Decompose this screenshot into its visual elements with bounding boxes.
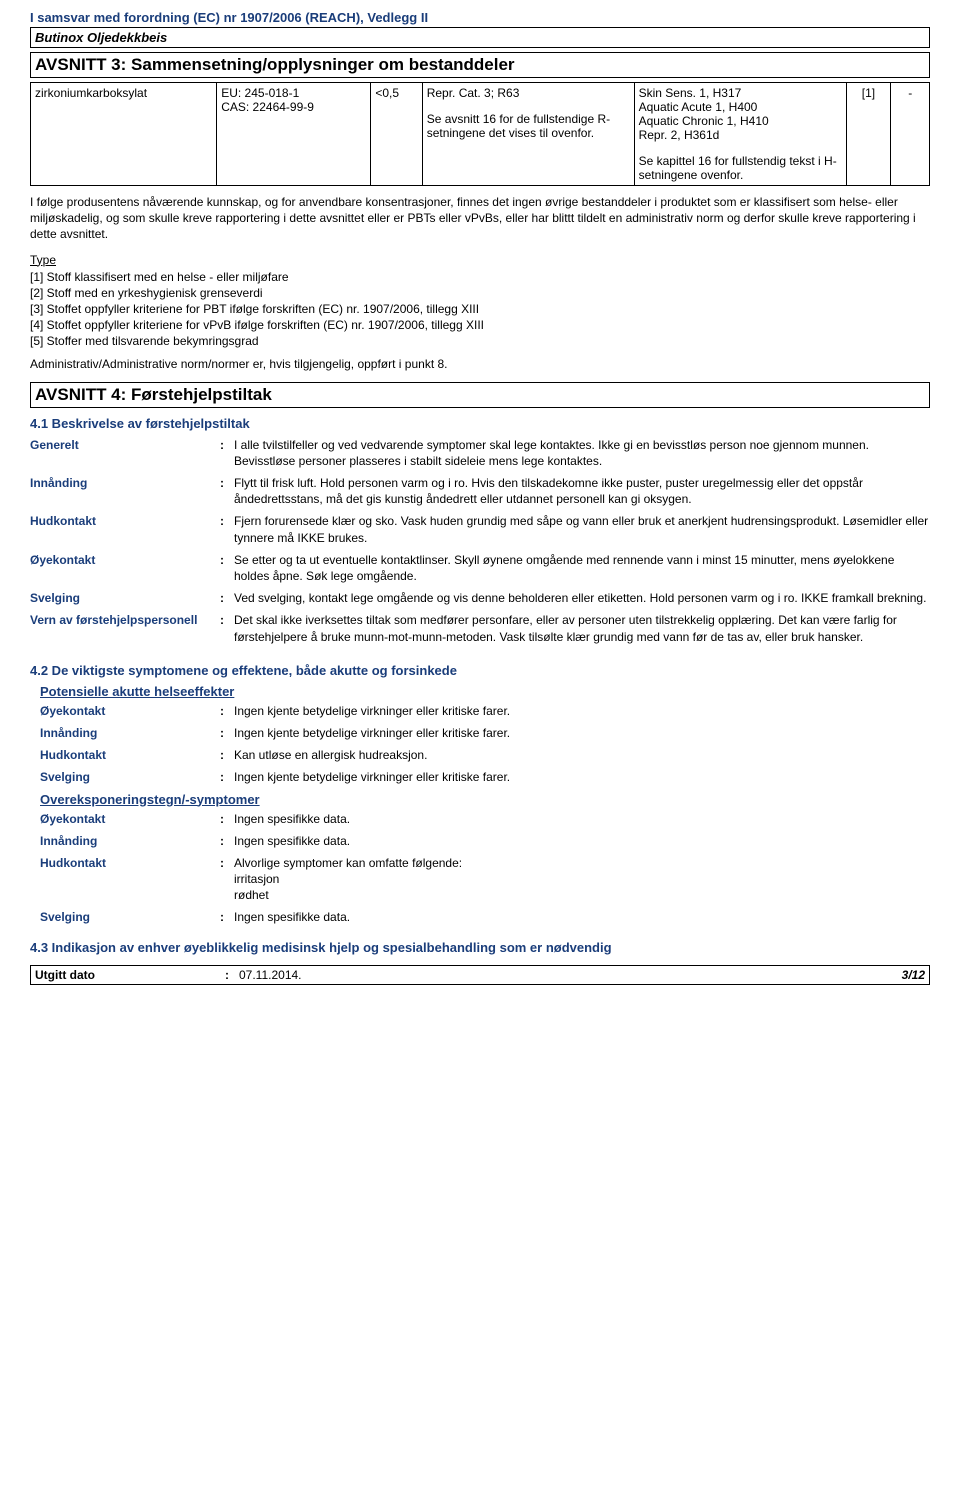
definition-row: Innånding:Ingen kjente betydelige virkni… xyxy=(40,725,930,741)
hazards-text: Skin Sens. 1, H317 Aquatic Acute 1, H400… xyxy=(639,86,842,142)
definition-value: Ingen kjente betydelige virkninger eller… xyxy=(234,725,930,741)
overexposure-label: Overeksponeringstegn/-symptomer xyxy=(40,792,930,807)
footer-page: 3/12 xyxy=(902,968,925,982)
type-list: [1] Stoff klassifisert med en helse - el… xyxy=(30,269,930,350)
footer-date-label: Utgitt dato xyxy=(35,968,225,982)
definition-value: Ingen spesifikke data. xyxy=(234,833,930,849)
list-item: [4] Stoffet oppfyller kriteriene for vPv… xyxy=(30,317,930,333)
subheading-41: 4.1 Beskrivelse av førstehjelpstiltak xyxy=(30,416,930,431)
substance-dash: - xyxy=(891,83,930,186)
definition-colon: : xyxy=(220,703,234,719)
definition-value: Ved svelging, kontakt lege omgående og v… xyxy=(234,590,930,606)
definition-colon: : xyxy=(220,769,234,785)
definition-colon: : xyxy=(220,909,234,925)
footer: Utgitt dato : 07.11.2014. 3/12 xyxy=(30,965,930,985)
definition-label: Generelt xyxy=(30,437,220,469)
definition-row: Øyekontakt:Se etter og ta ut eventuelle … xyxy=(30,552,930,584)
definition-label: Øyekontakt xyxy=(40,703,220,719)
section-3-box: AVSNITT 3: Sammensetning/opplysninger om… xyxy=(30,52,930,78)
definition-value: Ingen kjente betydelige virkninger eller… xyxy=(234,769,930,785)
definition-label: Svelging xyxy=(40,769,220,785)
definition-colon: : xyxy=(220,747,234,763)
definition-row: Vern av førstehjelpspersonell:Det skal i… xyxy=(30,612,930,644)
definition-row: Innånding:Flytt til frisk luft. Hold per… xyxy=(30,475,930,507)
definition-row: Hudkontakt:Fjern forurensede klær og sko… xyxy=(30,513,930,545)
definition-row: Hudkontakt:Alvorlige symptomer kan omfat… xyxy=(40,855,930,904)
repr-note: Se avsnitt 16 for de fullstendige R-setn… xyxy=(427,112,630,140)
definition-label: Innånding xyxy=(40,725,220,741)
footer-date: 07.11.2014. xyxy=(239,968,302,982)
definition-value: Kan utløse en allergisk hudreaksjon. xyxy=(234,747,930,763)
definition-value: Alvorlige symptomer kan omfatte følgende… xyxy=(234,855,930,904)
definition-row: Svelging:Ved svelging, kontakt lege omgå… xyxy=(30,590,930,606)
definition-label: Hudkontakt xyxy=(40,747,220,763)
product-name: Butinox Oljedekkbeis xyxy=(35,30,167,45)
repr-text: Repr. Cat. 3; R63 xyxy=(427,86,520,100)
list-item: [2] Stoff med en yrkeshygienisk grenseve… xyxy=(30,285,930,301)
definition-label: Hudkontakt xyxy=(30,513,220,545)
substance-repr: Repr. Cat. 3; R63 Se avsnitt 16 for de f… xyxy=(422,83,634,186)
definition-row: Hudkontakt:Kan utløse en allergisk hudre… xyxy=(40,747,930,763)
definition-colon: : xyxy=(220,833,234,849)
overexposure-rows: Øyekontakt:Ingen spesifikke data.Innåndi… xyxy=(40,811,930,926)
definition-colon: : xyxy=(220,855,234,904)
definition-value: Flytt til frisk luft. Hold personen varm… xyxy=(234,475,930,507)
section-4-title: AVSNITT 4: Førstehjelpstiltak xyxy=(35,385,925,405)
substance-pct: <0,5 xyxy=(371,83,422,186)
footer-colon: : xyxy=(225,968,239,982)
definition-colon: : xyxy=(220,475,234,507)
definition-row: Svelging:Ingen spesifikke data. xyxy=(40,909,930,925)
table-row: zirkoniumkarboksylat EU: 245-018-1 CAS: … xyxy=(31,83,930,186)
definition-colon: : xyxy=(220,513,234,545)
definition-label: Hudkontakt xyxy=(40,855,220,904)
definition-value: Ingen spesifikke data. xyxy=(234,811,930,827)
definition-colon: : xyxy=(220,612,234,644)
substance-name: zirkoniumkarboksylat xyxy=(31,83,217,186)
definition-value: I alle tvilstilfeller og ved vedvarende … xyxy=(234,437,930,469)
definition-value: Fjern forurensede klær og sko. Vask hude… xyxy=(234,513,930,545)
definition-colon: : xyxy=(220,590,234,606)
definition-row: Øyekontakt:Ingen kjente betydelige virkn… xyxy=(40,703,930,719)
definition-row: Generelt:I alle tvilstilfeller og ved ve… xyxy=(30,437,930,469)
substance-ref: [1] xyxy=(846,83,891,186)
definition-colon: : xyxy=(220,811,234,827)
definition-row: Svelging:Ingen kjente betydelige virknin… xyxy=(40,769,930,785)
hazards-note: Se kapittel 16 for fullstendig tekst i H… xyxy=(639,154,842,182)
definition-label: Innånding xyxy=(30,475,220,507)
admin-note: Administrativ/Administrative norm/normer… xyxy=(30,356,930,372)
definition-colon: : xyxy=(220,725,234,741)
definition-value: Det skal ikke iverksettes tiltak som med… xyxy=(234,612,930,644)
definition-label: Øyekontakt xyxy=(40,811,220,827)
definition-colon: : xyxy=(220,552,234,584)
section-3-paragraph: I følge produsentens nåværende kunnskap,… xyxy=(30,194,930,243)
section-4-box: AVSNITT 4: Førstehjelpstiltak xyxy=(30,382,930,408)
substance-hazards: Skin Sens. 1, H317 Aquatic Acute 1, H400… xyxy=(634,83,846,186)
section-3-title: AVSNITT 3: Sammensetning/opplysninger om… xyxy=(35,55,925,75)
definition-value: Ingen kjente betydelige virkninger eller… xyxy=(234,703,930,719)
definition-label: Vern av førstehjelpspersonell xyxy=(30,612,220,644)
definition-label: Svelging xyxy=(40,909,220,925)
definition-label: Svelging xyxy=(30,590,220,606)
substance-ids: EU: 245-018-1 CAS: 22464-99-9 xyxy=(217,83,371,186)
subheading-43: 4.3 Indikasjon av enhver øyeblikkelig me… xyxy=(30,940,930,955)
definition-row: Innånding:Ingen spesifikke data. xyxy=(40,833,930,849)
regulation-header: I samsvar med forordning (EC) nr 1907/20… xyxy=(30,10,930,25)
type-label: Type xyxy=(30,253,930,267)
potential-effects-label: Potensielle akutte helseeffekter xyxy=(40,684,930,699)
subheading-42: 4.2 De viktigste symptomene og effektene… xyxy=(30,663,930,678)
definition-label: Innånding xyxy=(40,833,220,849)
definition-label: Øyekontakt xyxy=(30,552,220,584)
product-box: Butinox Oljedekkbeis xyxy=(30,27,930,48)
list-item: [1] Stoff klassifisert med en helse - el… xyxy=(30,269,930,285)
potential-effects-rows: Øyekontakt:Ingen kjente betydelige virkn… xyxy=(40,703,930,786)
definition-row: Øyekontakt:Ingen spesifikke data. xyxy=(40,811,930,827)
composition-table: zirkoniumkarboksylat EU: 245-018-1 CAS: … xyxy=(30,82,930,186)
definition-colon: : xyxy=(220,437,234,469)
list-item: [5] Stoffer med tilsvarende bekymringsgr… xyxy=(30,333,930,349)
definition-value: Se etter og ta ut eventuelle kontaktlins… xyxy=(234,552,930,584)
list-item: [3] Stoffet oppfyller kriteriene for PBT… xyxy=(30,301,930,317)
definition-value: Ingen spesifikke data. xyxy=(234,909,930,925)
first-aid-rows: Generelt:I alle tvilstilfeller og ved ve… xyxy=(30,437,930,645)
